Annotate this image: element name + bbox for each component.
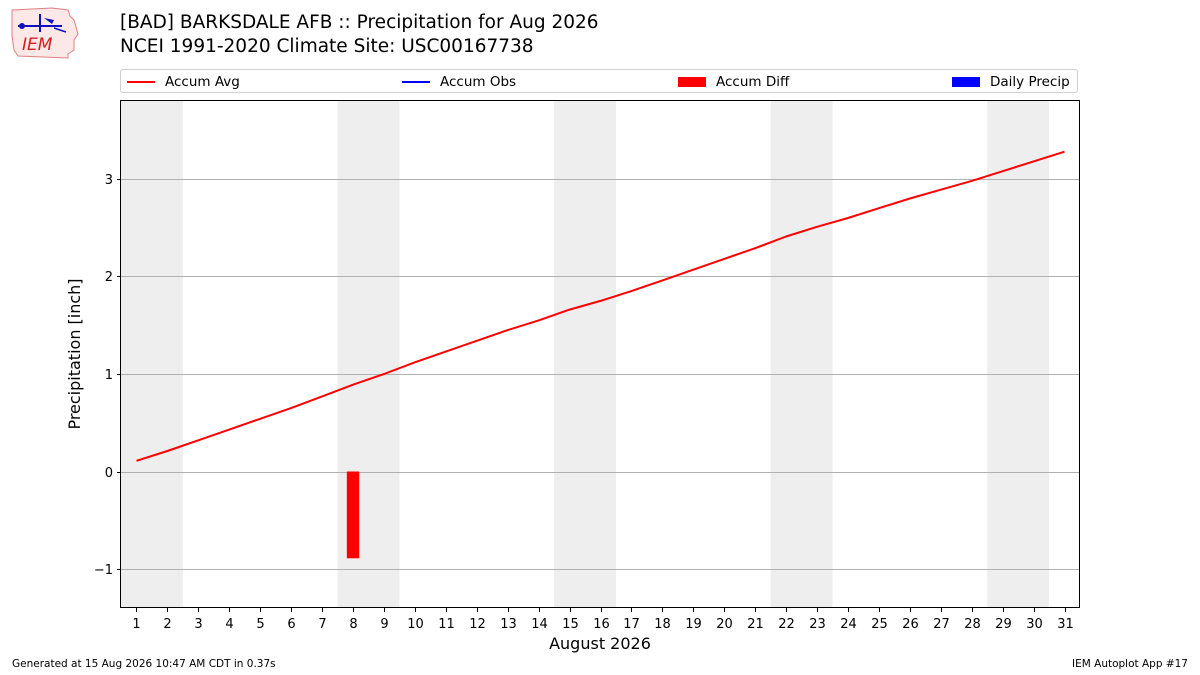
x-axis-label: August 2026 [549, 634, 651, 653]
plot-frame [120, 100, 1080, 608]
grid-lines [121, 179, 1080, 570]
legend-label: Daily Precip [990, 74, 1070, 90]
x-tick-label: 7 [318, 617, 326, 632]
legend-swatch-accum-diff [678, 77, 706, 87]
legend-item-accum-avg: Accum Avg [127, 70, 240, 94]
accum-diff-bar [346, 471, 360, 559]
logo-text: IEM [22, 35, 53, 55]
x-tick-label: 24 [840, 617, 857, 632]
legend-item-accum-diff: Accum Diff [678, 70, 789, 94]
weekend-band-4 [770, 101, 833, 608]
x-tick-label: 9 [380, 617, 388, 632]
iem-logo: IEM [11, 7, 79, 59]
autoplot-app-label: IEM Autoplot App #17 [1072, 658, 1188, 670]
y-tick-label: −1 [94, 563, 113, 578]
x-tick-label: 11 [438, 617, 455, 632]
legend-swatch-daily-precip [952, 77, 980, 87]
legend-item-daily-precip: Daily Precip [952, 70, 1070, 94]
y-tick-label: 2 [105, 270, 113, 285]
x-tick-label: 26 [902, 617, 919, 632]
x-tick-label: 19 [685, 617, 702, 632]
x-tick-label: 14 [531, 617, 548, 632]
x-tick-label: 28 [964, 617, 981, 632]
x-tick-label: 21 [747, 617, 764, 632]
x-tick-label: 15 [562, 617, 579, 632]
x-tick-label: 10 [407, 617, 424, 632]
x-tick-label: 25 [871, 617, 888, 632]
x-tick-label: 20 [716, 617, 733, 632]
chart-subtitle: NCEI 1991-2020 Climate Site: USC00167738 [120, 36, 534, 57]
x-tick-label: 1 [132, 617, 140, 632]
x-tick-label: 17 [623, 617, 640, 632]
legend-label: Accum Diff [716, 74, 790, 90]
x-tick-label: 2 [163, 617, 171, 632]
y-tick-label: 0 [105, 466, 113, 481]
weekend-band-5 [987, 101, 1050, 608]
chart-title: [BAD] BARKSDALE AFB :: Precipitation for… [120, 12, 599, 33]
y-tick-label: 1 [105, 368, 113, 383]
x-tick-label: 27 [933, 617, 950, 632]
y-ticks: −1 0 1 2 3 [94, 173, 121, 578]
x-tick-label: 4 [225, 617, 233, 632]
x-tick-label: 8 [349, 617, 357, 632]
y-tick-label: 3 [105, 173, 113, 188]
x-tick-label: 18 [654, 617, 671, 632]
legend-swatch-accum-obs [402, 81, 430, 83]
weekend-band-3 [554, 101, 616, 608]
legend-label: Accum Avg [165, 74, 240, 90]
x-tick-label: 3 [194, 617, 202, 632]
x-ticks: 1 2 3 4 5 6 7 8 9 10 11 12 13 14 15 16 17 18 19 20 21 22 23 24 2… [132, 608, 1074, 632]
x-tick-label: 22 [778, 617, 795, 632]
x-tick-label: 6 [287, 617, 295, 632]
x-tick-label: 23 [809, 617, 826, 632]
legend-label: Accum Obs [440, 74, 517, 90]
diff-bars [346, 471, 360, 559]
legend-swatch-accum-avg [127, 81, 155, 83]
x-tick-label: 16 [593, 617, 610, 632]
weekend-shading [121, 101, 1050, 608]
x-tick-label: 5 [256, 617, 264, 632]
accum-avg-line [136, 150, 1065, 462]
x-tick-label: 29 [995, 617, 1012, 632]
y-axis-label: Precipitation [inch] [65, 278, 84, 429]
legend-item-accum-obs: Accum Obs [402, 70, 516, 94]
generated-timestamp: Generated at 15 Aug 2026 10:47 AM CDT in… [12, 658, 276, 670]
series-lines [136, 150, 1065, 462]
weekend-band-1 [121, 101, 183, 608]
legend: Accum Avg Accum Obs Accum Diff Daily Pre… [120, 69, 1078, 93]
x-tick-label: 13 [500, 617, 517, 632]
x-tick-label: 30 [1026, 617, 1043, 632]
x-tick-label: 31 [1057, 617, 1074, 632]
x-tick-label: 12 [469, 617, 486, 632]
